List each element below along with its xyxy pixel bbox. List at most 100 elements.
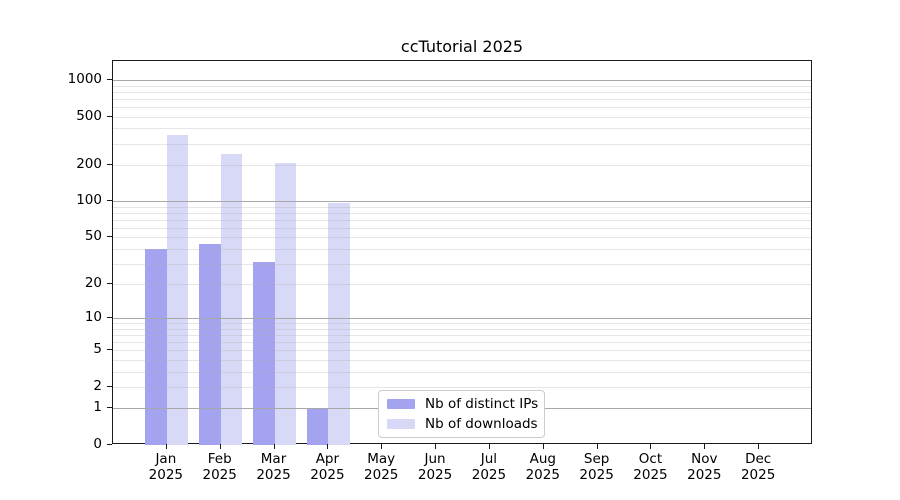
- x-tick-sep-2025: [596, 444, 598, 449]
- gridline-minor-8: [113, 328, 811, 330]
- y-tick-100: [107, 200, 112, 202]
- y-tick-500: [107, 115, 112, 117]
- x-tick-label-line: Jul: [480, 451, 498, 467]
- bar-nb-of-downloads-mar-2025: [274, 162, 297, 445]
- x-tick-label-sep-2025: Sep 2025: [569, 451, 625, 483]
- gridline-minor-6: [113, 342, 811, 344]
- gridline-minor-3: [113, 371, 811, 373]
- legend-item-nb-of-distinct-ips: Nb of distinct IPs: [387, 395, 539, 412]
- gridline-minor-30: [113, 263, 811, 265]
- gridline-minor-4: [113, 359, 811, 361]
- y-tick-label-500: 500: [76, 107, 102, 124]
- y-tick-50: [107, 236, 112, 238]
- plot-area: [112, 60, 812, 445]
- gridline-minor-70: [113, 219, 811, 221]
- x-tick-label-apr-2025: Apr 2025: [299, 451, 355, 483]
- x-tick-label-aug-2025: Aug 2025: [515, 451, 571, 483]
- gridline-minor-900: [113, 85, 811, 87]
- y-tick-200: [107, 163, 112, 165]
- x-tick-dec-2025: [758, 444, 760, 449]
- x-tick-label-line: Feb: [207, 451, 232, 467]
- x-tick-aug-2025: [542, 444, 544, 449]
- x-tick-label-line: May: [367, 451, 396, 467]
- x-tick-apr-2025: [327, 444, 329, 449]
- x-tick-label-nov-2025: Nov 2025: [676, 451, 732, 483]
- bar-nb-of-downloads-feb-2025: [220, 154, 243, 445]
- gridline-minor-7: [113, 335, 811, 337]
- gridline-minor-5: [113, 350, 811, 352]
- x-tick-label-line: 2025: [364, 466, 399, 483]
- bar-nb-of-downloads-apr-2025: [328, 202, 350, 445]
- legend-label-nb-of-distinct-ips: Nb of distinct IPs: [425, 395, 539, 412]
- x-tick-jul-2025: [488, 444, 490, 449]
- gridline-major-100: [113, 201, 811, 203]
- x-tick-may-2025: [381, 444, 383, 449]
- x-tick-label-dec-2025: Dec 2025: [730, 451, 786, 483]
- gridline-minor-9: [113, 323, 811, 325]
- y-tick-label-100: 100: [76, 192, 102, 209]
- y-tick-label-1: 1: [93, 399, 102, 416]
- x-tick-label-line: Mar: [260, 451, 287, 467]
- gridline-minor-200: [113, 164, 811, 166]
- gridline-major-10: [113, 318, 811, 320]
- y-tick-1000: [107, 79, 112, 81]
- x-tick-label-line: 2025: [417, 466, 453, 483]
- x-tick-oct-2025: [650, 444, 652, 449]
- gridline-minor-40: [113, 248, 811, 250]
- x-tick-label-line: Sep: [583, 451, 610, 467]
- gridline-minor-60: [113, 227, 811, 229]
- gridline-minor-400: [113, 128, 811, 130]
- bar-nb-of-distinct-ips-jan-2025: [145, 248, 167, 445]
- bar-nb-of-distinct-ips-mar-2025: [253, 261, 275, 445]
- x-tick-label-line: 2025: [579, 466, 614, 483]
- x-tick-nov-2025: [704, 444, 706, 449]
- bar-nb-of-distinct-ips-feb-2025: [199, 243, 221, 445]
- x-tick-label-oct-2025: Oct 2025: [622, 451, 678, 483]
- y-tick-0: [107, 444, 112, 445]
- y-tick-label-20: 20: [84, 275, 102, 292]
- y-tick-label-0: 0: [93, 436, 102, 452]
- x-tick-label-line: 2025: [202, 466, 237, 483]
- y-tick-label-2: 2: [93, 377, 102, 394]
- x-tick-label-feb-2025: Feb 2025: [192, 451, 248, 483]
- chart-title: ccTutorial 2025: [400, 37, 524, 56]
- gridline-minor-50: [113, 237, 811, 239]
- gridline-minor-90: [113, 206, 811, 208]
- gridline-minor-500: [113, 116, 811, 118]
- gridline-minor-800: [113, 91, 811, 93]
- x-tick-label-line: 2025: [687, 466, 722, 483]
- x-tick-label-line: Nov: [691, 451, 718, 467]
- x-tick-label-jun-2025: Jun 2025: [407, 451, 463, 483]
- x-tick-label-line: 2025: [471, 466, 507, 483]
- gridline-minor-20: [113, 284, 811, 286]
- legend-swatch-nb-of-downloads: [387, 419, 415, 429]
- bars-layer: [113, 61, 811, 445]
- legend-swatch-nb-of-distinct-ips: [387, 399, 415, 409]
- gridline-major-1000: [113, 80, 811, 82]
- gridline-minor-700: [113, 98, 811, 100]
- y-tick-label-5: 5: [93, 341, 102, 358]
- y-tick-label-200: 200: [76, 155, 102, 172]
- x-tick-label-line: Jan: [155, 451, 177, 467]
- x-tick-label-line: 2025: [310, 466, 345, 483]
- bar-nb-of-downloads-jan-2025: [166, 134, 189, 445]
- x-tick-label-line: Apr: [315, 451, 340, 467]
- y-tick-label-1000: 1000: [67, 71, 102, 88]
- gridline-minor-2: [113, 386, 811, 388]
- y-tick-label-50: 50: [84, 228, 102, 245]
- x-tick-label-mar-2025: Mar 2025: [246, 451, 302, 483]
- bar-nb-of-distinct-ips-apr-2025: [306, 408, 329, 445]
- x-tick-label-line: 2025: [525, 466, 560, 483]
- x-tick-label-line: Jun: [424, 451, 446, 467]
- x-tick-label-line: Aug: [529, 451, 556, 467]
- x-tick-label-line: Dec: [745, 451, 772, 467]
- y-tick-1: [107, 407, 112, 409]
- x-tick-label-line: 2025: [148, 466, 184, 483]
- x-tick-label-line: 2025: [740, 466, 776, 483]
- grid-layer: [113, 61, 811, 443]
- x-tick-label-line: Oct: [638, 451, 663, 467]
- x-tick-label-may-2025: May 2025: [353, 451, 409, 483]
- x-tick-label-line: 2025: [633, 466, 668, 483]
- x-tick-feb-2025: [219, 444, 221, 449]
